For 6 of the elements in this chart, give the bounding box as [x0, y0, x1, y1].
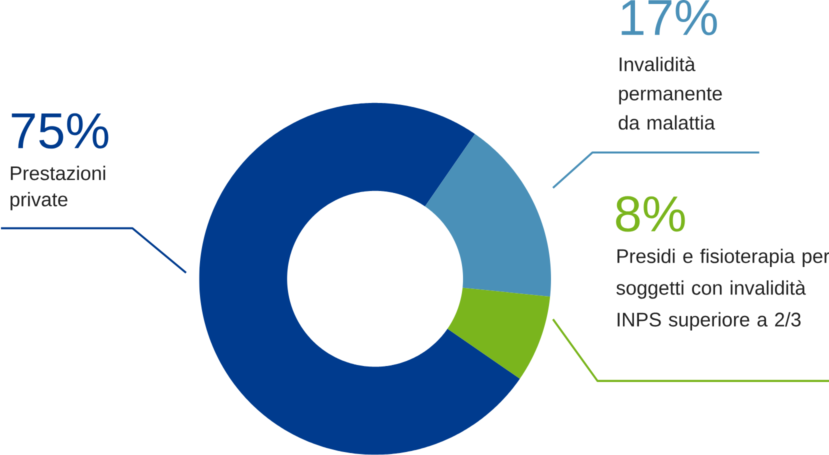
data-label: 75%	[12, 113, 108, 149]
data-label: 8%	[616, 196, 685, 232]
slice-label: Invalidità permanente da malattia	[618, 56, 722, 130]
data-label: 17%	[622, 0, 717, 36]
slice-label: Prestazioni private	[10, 166, 106, 210]
slice-label: Presidi e fisioterapia per soggetti con invalidità INPS superiore a 2/3	[616, 248, 829, 331]
